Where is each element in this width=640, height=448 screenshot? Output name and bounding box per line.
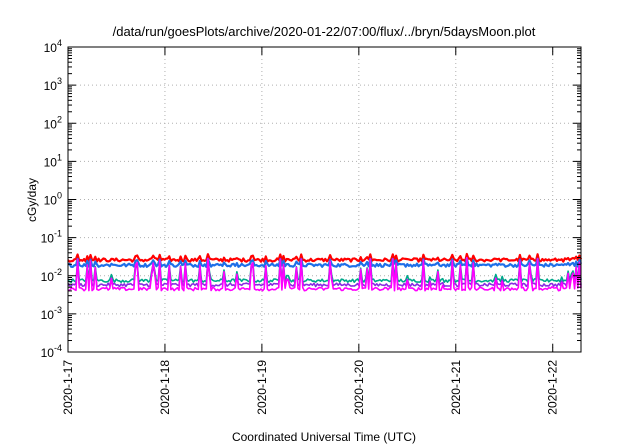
y-tick-label: 10-4 (41, 343, 62, 360)
x-tick-label: 2020-1-18 (158, 360, 172, 415)
y-tick-label: 102 (44, 114, 62, 131)
y-tick-label: 10-1 (41, 229, 62, 246)
y-tick-label: 104 (44, 38, 62, 55)
x-tick-label: 2020-1-17 (61, 360, 75, 415)
y-tick-label: 10-3 (41, 305, 62, 322)
y-axis: 10-4 10-3 10-2 10-1 100 101 102 103 104 (41, 38, 581, 360)
x-tick-label: 2020-1-20 (352, 360, 366, 415)
chart-title: /data/run/goesPlots/archive/2020-01-22/0… (113, 24, 536, 39)
y-tick-label: 100 (44, 191, 62, 208)
x-tick-label: 2020-1-19 (255, 360, 269, 415)
series-line (67, 257, 583, 268)
y-tick-label: 103 (44, 76, 62, 93)
y-axis-label: cGy/day (25, 178, 39, 222)
series-group (67, 252, 583, 292)
series-line (67, 252, 583, 263)
x-tick-label: 2020-1-22 (546, 360, 560, 415)
y-tick-label: 10-2 (41, 267, 62, 284)
y-tick-label: 101 (44, 152, 62, 169)
series-line (67, 257, 582, 284)
series-line (67, 256, 582, 292)
x-axis-label: Coordinated Universal Time (UTC) (232, 430, 416, 444)
grid-lines (68, 47, 581, 352)
x-axis: 2020-1-17 2020-1-18 2020-1-19 2020-1-20 2020… (61, 47, 560, 415)
x-tick-label: 2020-1-21 (449, 360, 463, 415)
